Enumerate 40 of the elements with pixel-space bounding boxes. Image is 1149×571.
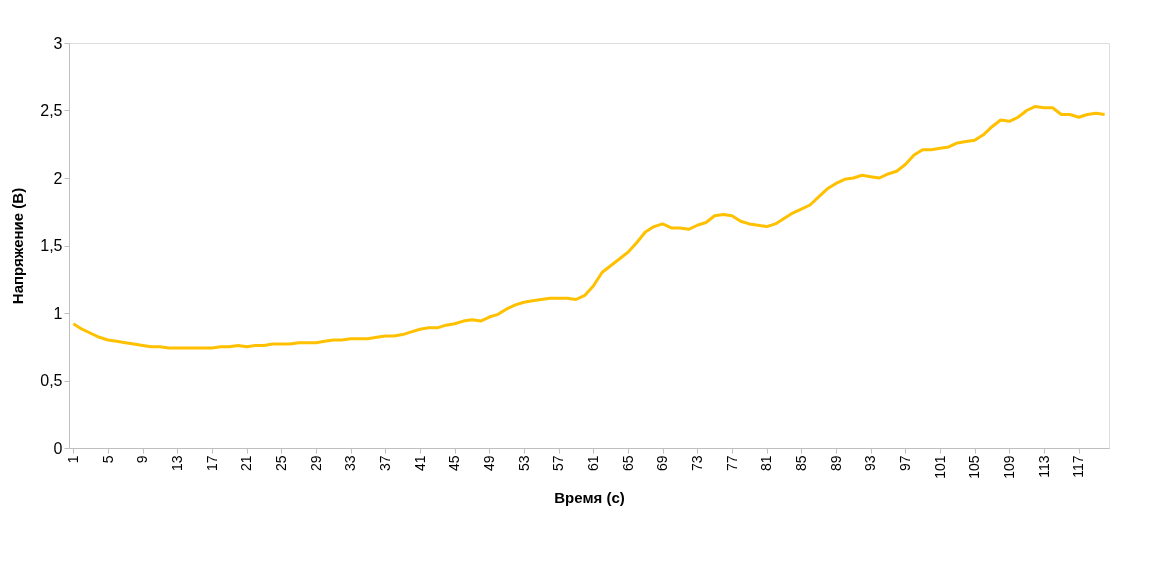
y-tick-label: 0 [53,439,63,457]
x-tick-label: 9 [134,455,151,464]
x-tick-label: 97 [896,455,913,472]
x-tick-label: 89 [827,455,844,472]
line-series [71,104,1107,350]
x-tick-label: 13 [168,455,185,472]
x-tick-label: 37 [376,455,393,472]
x-axis-title: Время (с) [554,488,625,506]
x-tick-label: 85 [792,455,809,472]
y-tick-label: 1 [53,304,63,322]
y-axis-title: Напряжение (В) [9,187,27,305]
y-tick-label: 2,5 [40,102,63,119]
x-tick-label: 109 [1000,455,1017,479]
x-tick-label: 5 [99,455,116,464]
x-tick-label: 29 [307,455,324,472]
x-tick-label: 105 [966,455,983,479]
x-tick-label: 49 [480,455,497,472]
x-tick-label: 77 [723,455,740,472]
x-tick-label: 25 [272,455,289,472]
x-tick-label: 73 [688,455,705,472]
x-tick-label: 41 [411,455,428,472]
x-tick-label: 93 [862,455,879,472]
x-tick-label: 113 [1035,455,1052,478]
x-tick-label: 21 [238,455,255,472]
x-tick-label: 101 [931,455,948,479]
x-tick-label: 61 [584,455,601,472]
x-tick-label: 1 [64,455,81,464]
x-tick-label: 65 [619,455,636,472]
x-tick-label: 57 [550,455,567,472]
x-tick-label: 45 [446,455,463,472]
x-tick-label: 117 [1070,455,1087,478]
x-tick-label: 53 [515,455,532,472]
x-tick-label: 33 [342,455,359,472]
x-tick-label: 17 [203,455,220,472]
x-tick-label: 69 [654,455,671,472]
y-tick-label: 2 [53,169,63,187]
y-tick-label: 3 [53,34,63,52]
y-tick-label: 0,5 [40,372,63,389]
x-tick-label: 81 [758,455,775,472]
y-tick-label: 1,5 [40,237,63,254]
